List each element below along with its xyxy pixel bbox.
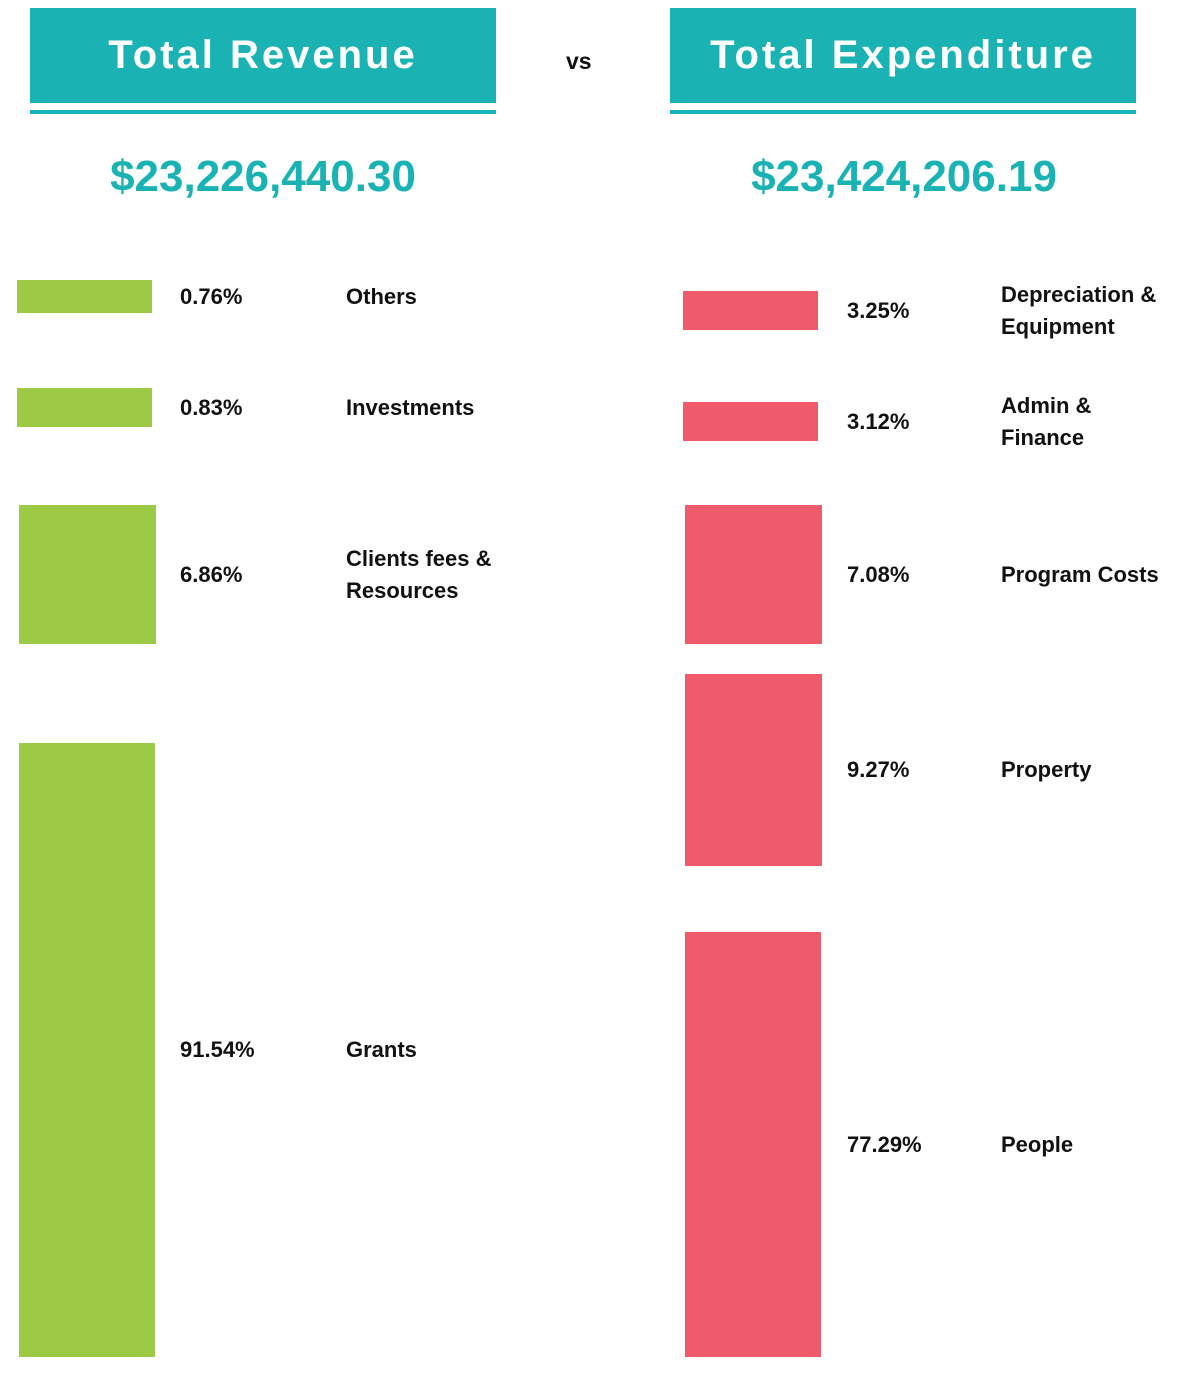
category-label: Grants — [346, 1037, 417, 1062]
value-label: 0.76% — [180, 283, 243, 309]
bar — [19, 743, 155, 1357]
category-label: Property — [1001, 757, 1092, 782]
chart-title: Total Expenditure — [670, 8, 1136, 103]
bar — [683, 291, 818, 330]
category-label: People — [1001, 1131, 1074, 1157]
bar — [685, 674, 822, 866]
value-label: 3.12% — [847, 408, 910, 434]
chart-title: Total Revenue — [30, 8, 496, 103]
title-underline — [30, 110, 496, 114]
category-label: Admin & Finance — [1001, 392, 1092, 450]
connector: vs — [566, 48, 592, 74]
value-label: 6.86% — [180, 561, 243, 587]
category-label: Program Costs — [1001, 561, 1159, 587]
bar — [683, 402, 818, 441]
bar — [17, 388, 152, 427]
chart-subtitle: $23,424,206.19 — [751, 152, 1057, 201]
value-label: 3.25% — [847, 297, 910, 323]
value-label: 0.83% — [180, 394, 243, 420]
category-label: Clients fees & Resources — [346, 545, 492, 603]
chart-subtitle: $23,226,440.30 — [110, 152, 416, 201]
category-label: Investments — [346, 394, 475, 420]
value-label: 7.08% — [847, 561, 910, 587]
bar — [685, 505, 822, 644]
title-underline — [670, 110, 1136, 114]
value-label: 77.29% — [847, 1131, 922, 1157]
bar — [19, 505, 156, 644]
category-label: Others — [346, 283, 417, 309]
value-label: 9.27% — [847, 757, 910, 782]
category-label: Depreciation & Equipment — [1001, 281, 1157, 339]
bar — [685, 932, 821, 1357]
value-label: 91.54% — [180, 1037, 255, 1062]
bar — [17, 280, 152, 313]
